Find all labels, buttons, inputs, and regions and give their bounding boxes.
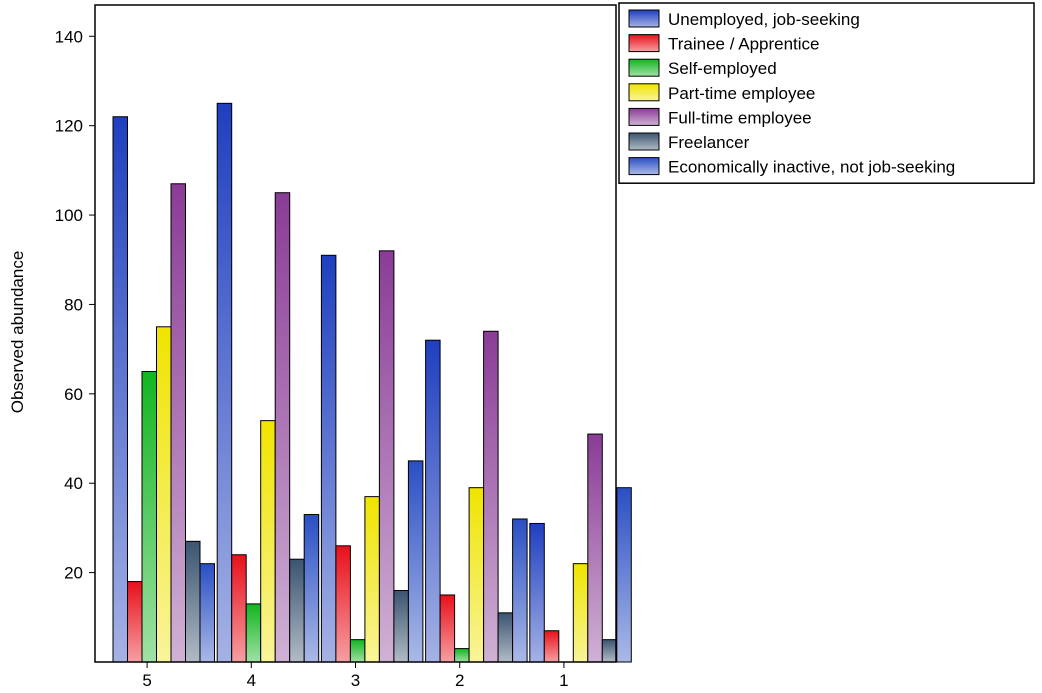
legend-label: Full-time employee: [668, 108, 812, 127]
legend-swatch: [628, 132, 660, 151]
legend-swatch: [628, 107, 660, 126]
x-tick-label: 3: [351, 671, 360, 690]
bar-1-1: [543, 630, 560, 663]
bar-1-4: [587, 433, 603, 663]
bar-2-1: [439, 594, 456, 663]
bar-5-3: [156, 326, 172, 663]
y-axis: 20 40 60 80 100 120 140: [55, 27, 95, 583]
x-tick-label: 1: [559, 671, 568, 690]
bar-1-6: [616, 487, 632, 663]
bar-1-3: [572, 563, 589, 663]
legend-swatch: [628, 83, 660, 102]
bar-2-6: [512, 518, 528, 663]
y-tick-label: 40: [64, 474, 83, 493]
x-tick-label: 4: [247, 671, 256, 690]
y-tick-label: 60: [64, 385, 83, 404]
bar-5-0: [112, 116, 128, 663]
bar-4-2: [245, 603, 262, 663]
legend-swatch: [628, 58, 660, 77]
bar-3-5: [393, 589, 409, 663]
bar-2-5: [497, 612, 514, 663]
y-tick-label: 120: [55, 117, 83, 136]
y-tick-label: 20: [64, 564, 83, 583]
legend-label: Economically inactive, not job-seeking: [668, 158, 955, 177]
y-axis-title: Observed abundance: [8, 251, 27, 414]
legend-swatch: [628, 9, 660, 28]
bar-5-4: [170, 183, 186, 663]
y-tick-label: 100: [55, 206, 83, 225]
bar-5-2: [141, 370, 157, 663]
legend-label: Self-employed: [668, 59, 777, 78]
legend-label: Unemployed, job-seeking: [668, 10, 860, 29]
bar-2-4: [483, 330, 499, 663]
bar-4-0: [216, 102, 233, 663]
bar-5-1: [127, 581, 143, 663]
bar-4-3: [260, 420, 276, 663]
bar-2-3: [468, 487, 485, 663]
bar-5-6: [199, 563, 215, 663]
bar-3-0: [320, 254, 337, 663]
y-tick-label: 140: [55, 27, 83, 46]
x-axis: 5 4 3 2 1: [142, 662, 569, 690]
x-tick-label: 2: [455, 671, 464, 690]
bar-2-0: [425, 339, 441, 663]
bar-3-4: [378, 250, 395, 663]
bars: [112, 102, 632, 663]
bar-2-2: [454, 648, 470, 663]
bar-3-1: [335, 545, 351, 663]
legend: Unemployed, job-seeking Trainee / Apprent…: [618, 2, 1035, 184]
legend-label: Trainee / Apprentice: [668, 35, 820, 54]
bar-4-4: [274, 192, 291, 663]
bar-3-2: [349, 639, 366, 663]
bar-1-0: [529, 522, 545, 663]
y-tick-label: 80: [64, 295, 83, 314]
legend-swatch: [628, 34, 660, 53]
legend-box: [618, 2, 1035, 184]
x-tick-label: 5: [142, 671, 151, 690]
legend-label: Freelancer: [668, 133, 750, 152]
bar-5-5: [185, 540, 201, 663]
bar-1-5: [601, 639, 618, 663]
bar-4-6: [303, 514, 320, 663]
bar-3-6: [407, 460, 424, 663]
legend-label: Part-time employee: [668, 84, 815, 103]
bar-4-1: [231, 554, 247, 663]
legend-swatch: [628, 157, 660, 176]
bar-3-3: [364, 496, 380, 663]
bar-4-5: [289, 558, 305, 663]
